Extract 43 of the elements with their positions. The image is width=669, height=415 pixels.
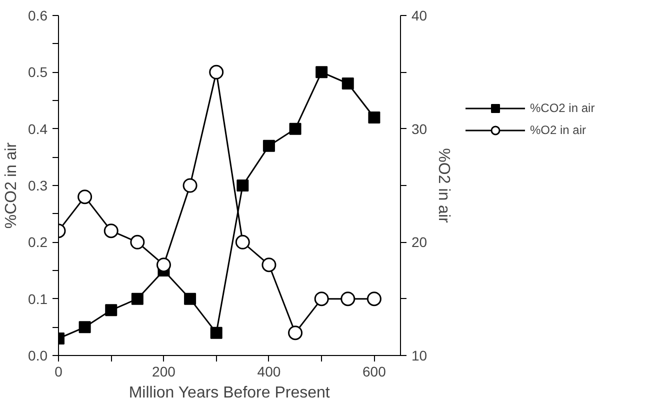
point: [131, 292, 144, 305]
x-axis-title: Million Years Before Present: [128, 384, 330, 402]
point: [368, 112, 380, 124]
x-tick-label: 400: [257, 364, 281, 380]
y2-tick-label: 30: [412, 120, 428, 137]
point: [184, 292, 196, 305]
point: [105, 304, 118, 316]
y2-tick-label: 10: [412, 348, 428, 364]
point: [262, 140, 275, 152]
point: [210, 326, 222, 339]
point: [342, 78, 354, 90]
point: [262, 258, 276, 272]
x-tick-label: 0: [54, 364, 63, 380]
point: [314, 292, 329, 306]
y-tick-label: 0.5: [28, 64, 48, 80]
point: [182, 178, 198, 193]
y-tick-label: 0.1: [28, 290, 48, 307]
point: [366, 292, 382, 306]
legend-label: %O2 in air: [530, 123, 586, 137]
legend-label: %CO2 in air: [530, 101, 595, 115]
point: [235, 234, 250, 250]
point: [78, 190, 92, 204]
point: [130, 234, 145, 250]
x-tick-label: 600: [362, 364, 386, 380]
x-tick-label: 200: [152, 364, 176, 380]
y-tick-label: 0.6: [28, 8, 48, 24]
point: [316, 66, 328, 78]
y2-axis-title: %O2 in air: [435, 148, 452, 224]
y-tick-label: 0.3: [28, 178, 48, 194]
y-tick-label: 0.4: [28, 120, 48, 137]
y-tick-label: 0.0: [28, 348, 48, 364]
y-tick-label: 0.2: [28, 234, 48, 250]
point: [288, 326, 303, 340]
point: [340, 292, 356, 306]
point: [156, 258, 171, 272]
y2-tick-label: 20: [412, 234, 428, 250]
point: [104, 224, 118, 238]
point: [209, 64, 224, 80]
point: [78, 321, 91, 334]
point: [289, 122, 302, 135]
y2-tick-label: 40: [412, 8, 428, 24]
point: [236, 180, 249, 192]
y-axis-title: %CO2 in air: [3, 142, 20, 229]
